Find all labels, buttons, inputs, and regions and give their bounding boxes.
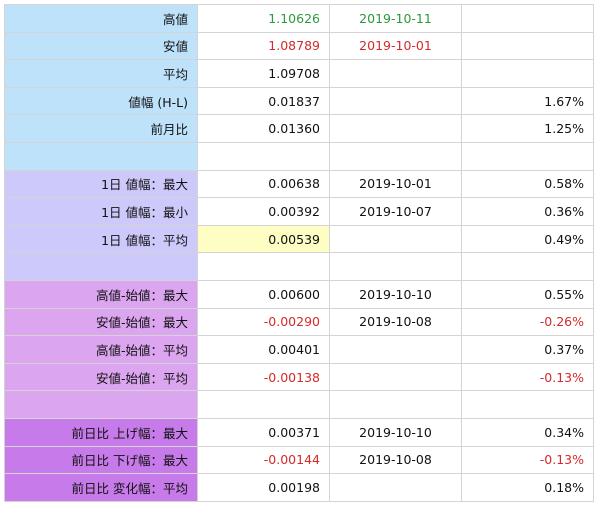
row-label-cell: 高値-始値：平均 [4,335,198,364]
date-cell: 2019-10-08 [329,445,462,475]
date-cell [329,362,462,392]
value-cell: 0.00371 [197,417,330,447]
table-row: 1日 値幅：平均 0.00539 0.49% [4,224,594,254]
table-row: 高値-始値：平均 0.00401 0.37% [4,335,594,364]
percent-cell: 1.25% [461,114,594,143]
row-label-cell: 1日 値幅：最大 [4,169,198,199]
row-label-cell: 1日 値幅：平均 [4,224,198,254]
value-cell: -0.00138 [197,362,330,392]
percent-cell [461,390,594,419]
date-cell: 2019-10-01 [329,31,462,61]
value-cell: 0.00638 [197,169,330,199]
date-cell: 2019-10-10 [329,279,462,309]
table-row: 高値-始値：最大 0.00600 2019-10-10 0.55% [4,279,594,309]
table-row: 値幅 (H-L) 0.01837 1.67% [4,86,594,116]
percent-cell: -0.13% [461,362,594,392]
table-row [4,390,594,419]
percent-cell [461,4,594,33]
percent-cell: -0.26% [461,307,594,337]
date-cell [329,224,462,254]
value-cell: 0.00539 [197,224,330,254]
value-cell: 1.10626 [197,4,330,33]
value-cell [197,390,330,419]
date-cell [329,59,462,88]
value-cell: 0.01360 [197,114,330,143]
table-row [4,252,594,281]
row-label-cell: 1日 値幅：最小 [4,197,198,226]
row-label-cell: 安値 [4,31,198,61]
value-cell: 1.09708 [197,59,330,88]
row-label-cell: 安値-始値：平均 [4,362,198,392]
row-label-cell [4,252,198,281]
row-label-cell: 値幅 (H-L) [4,86,198,116]
table-row: 前日比 変化幅：平均 0.00198 0.18% [4,473,594,502]
stats-table-container: 高値 1.10626 2019-10-11 安値 1.08789 2019-10-01 平均… [4,4,594,502]
value-cell: 1.08789 [197,31,330,61]
row-label-cell: 平均 [4,59,198,88]
percent-cell: 0.58% [461,169,594,199]
stats-table: 高値 1.10626 2019-10-11 安値 1.08789 2019-10-01 平均… [4,4,594,502]
table-row: 前日比 下げ幅：最大 -0.00144 2019-10-08 -0.13% [4,445,594,475]
table-row: 安値-始値：最大 -0.00290 2019-10-08 -0.26% [4,307,594,337]
date-cell [329,86,462,116]
percent-cell [461,252,594,281]
value-cell: 0.00600 [197,279,330,309]
row-label-cell [4,390,198,419]
table-row: 前月比 0.01360 1.25% [4,114,594,143]
percent-cell [461,31,594,61]
percent-cell [461,59,594,88]
date-cell [329,141,462,171]
percent-cell [461,141,594,171]
date-cell [329,335,462,364]
value-cell [197,141,330,171]
table-row: 安値-始値：平均 -0.00138 -0.13% [4,362,594,392]
row-label-cell [4,141,198,171]
percent-cell: 0.55% [461,279,594,309]
percent-cell: 0.18% [461,473,594,502]
value-cell: -0.00144 [197,445,330,475]
row-label-cell: 前月比 [4,114,198,143]
row-label-cell: 前日比 上げ幅：最大 [4,417,198,447]
table-row: 高値 1.10626 2019-10-11 [4,4,594,33]
value-cell: 0.01837 [197,86,330,116]
percent-cell: 1.67% [461,86,594,116]
table-row [4,141,594,171]
value-cell: 0.00401 [197,335,330,364]
date-cell: 2019-10-10 [329,417,462,447]
value-cell: 0.00198 [197,473,330,502]
date-cell [329,390,462,419]
date-cell [329,252,462,281]
row-label-cell: 安値-始値：最大 [4,307,198,337]
table-row: 前日比 上げ幅：最大 0.00371 2019-10-10 0.34% [4,417,594,447]
percent-cell: 0.34% [461,417,594,447]
stats-table-body: 高値 1.10626 2019-10-11 安値 1.08789 2019-10-01 平均… [4,4,594,502]
table-row: 平均 1.09708 [4,59,594,88]
table-row: 1日 値幅：最大 0.00638 2019-10-01 0.58% [4,169,594,199]
percent-cell: 0.49% [461,224,594,254]
row-label-cell: 前日比 変化幅：平均 [4,473,198,502]
value-cell: 0.00392 [197,197,330,226]
row-label-cell: 高値-始値：最大 [4,279,198,309]
row-label-cell: 高値 [4,4,198,33]
value-cell [197,252,330,281]
date-cell: 2019-10-11 [329,4,462,33]
row-label-cell: 前日比 下げ幅：最大 [4,445,198,475]
value-cell: -0.00290 [197,307,330,337]
date-cell: 2019-10-07 [329,197,462,226]
date-cell: 2019-10-08 [329,307,462,337]
table-row: 安値 1.08789 2019-10-01 [4,31,594,61]
date-cell [329,114,462,143]
percent-cell: -0.13% [461,445,594,475]
percent-cell: 0.37% [461,335,594,364]
date-cell: 2019-10-01 [329,169,462,199]
percent-cell: 0.36% [461,197,594,226]
table-row: 1日 値幅：最小 0.00392 2019-10-07 0.36% [4,197,594,226]
date-cell [329,473,462,502]
